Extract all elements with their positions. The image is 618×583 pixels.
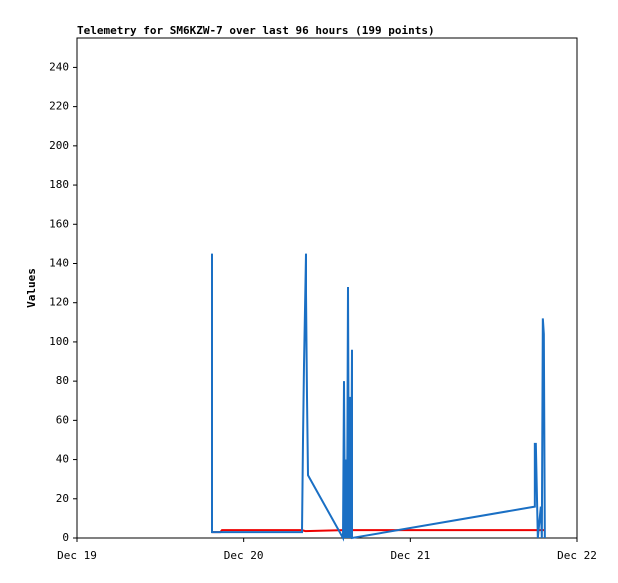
y-axis-label: Values <box>25 268 38 308</box>
y-tick-label: 80 <box>56 374 69 387</box>
y-tick-label: 200 <box>49 139 69 152</box>
y-tick-label: 40 <box>56 453 69 466</box>
y-tick-label: 0 <box>62 531 69 544</box>
data-line <box>211 253 546 542</box>
y-tick-label: 20 <box>56 492 69 505</box>
y-tick-label: 120 <box>49 296 69 309</box>
x-tick-label: Dec 21 <box>390 549 430 562</box>
y-tick-label: 220 <box>49 100 69 113</box>
y-tick-label: 180 <box>49 178 69 191</box>
y-tick-label: 240 <box>49 60 69 73</box>
x-tick-label: Dec 19 <box>57 549 97 562</box>
plot-frame <box>76 37 578 539</box>
x-tick-label: Dec 20 <box>224 549 264 562</box>
y-tick-label: 100 <box>49 335 69 348</box>
x-tick-label: Dec 22 <box>557 549 597 562</box>
y-tick-label: 140 <box>49 256 69 269</box>
y-tick-label: 160 <box>49 217 69 230</box>
y-tick-label: 60 <box>56 413 69 426</box>
chart-title: Telemetry for SM6KZW-7 over last 96 hour… <box>77 24 435 37</box>
